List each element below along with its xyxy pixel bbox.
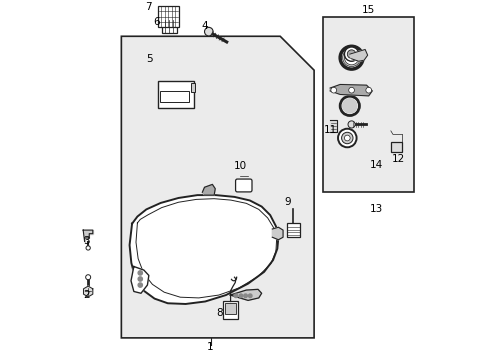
Bar [225, 303, 235, 314]
Circle shape [341, 132, 352, 144]
Text: 12: 12 [390, 154, 404, 165]
Polygon shape [349, 49, 367, 61]
Bar [162, 20, 176, 33]
Text: 10: 10 [233, 161, 246, 171]
Circle shape [330, 87, 336, 93]
Polygon shape [202, 184, 215, 195]
Text: 11: 11 [323, 125, 336, 135]
FancyBboxPatch shape [390, 141, 402, 152]
Polygon shape [329, 85, 371, 96]
Circle shape [346, 50, 355, 58]
Polygon shape [83, 286, 93, 297]
Circle shape [340, 96, 359, 116]
Circle shape [234, 294, 237, 298]
Circle shape [365, 87, 371, 93]
Circle shape [138, 277, 142, 281]
Circle shape [138, 283, 142, 287]
Text: 2: 2 [83, 290, 90, 300]
Text: 13: 13 [369, 204, 383, 215]
Text: 6: 6 [153, 17, 160, 27]
Circle shape [248, 294, 251, 298]
Text: 3: 3 [83, 236, 90, 246]
Text: 5: 5 [146, 54, 153, 64]
Circle shape [85, 275, 90, 280]
Circle shape [342, 49, 360, 67]
Polygon shape [230, 289, 261, 300]
Circle shape [344, 135, 349, 141]
Circle shape [341, 98, 357, 114]
Circle shape [86, 246, 90, 250]
Text: 15: 15 [361, 5, 374, 14]
Polygon shape [121, 36, 313, 338]
Polygon shape [131, 266, 148, 293]
Bar [158, 81, 193, 108]
Polygon shape [329, 120, 336, 131]
Circle shape [347, 121, 354, 128]
Text: 7: 7 [145, 2, 152, 12]
Circle shape [344, 50, 358, 65]
Circle shape [204, 27, 213, 36]
Circle shape [343, 100, 355, 112]
Bar [286, 223, 300, 237]
Bar [191, 83, 195, 91]
Bar [160, 91, 189, 102]
Circle shape [348, 87, 354, 93]
Text: 8: 8 [216, 308, 223, 318]
Circle shape [138, 271, 142, 275]
Circle shape [337, 129, 356, 147]
Polygon shape [129, 195, 278, 304]
Text: 4: 4 [202, 21, 208, 31]
Circle shape [239, 294, 242, 298]
Text: 14: 14 [369, 160, 383, 170]
Bar [223, 301, 238, 319]
Bar [323, 17, 413, 192]
Circle shape [344, 47, 358, 61]
Bar [158, 6, 179, 27]
Polygon shape [83, 230, 93, 242]
Polygon shape [272, 227, 283, 240]
Circle shape [244, 294, 247, 298]
Text: 1: 1 [207, 342, 213, 352]
FancyBboxPatch shape [235, 179, 251, 192]
Circle shape [340, 46, 362, 69]
Circle shape [344, 50, 358, 65]
Text: 9: 9 [284, 197, 291, 207]
